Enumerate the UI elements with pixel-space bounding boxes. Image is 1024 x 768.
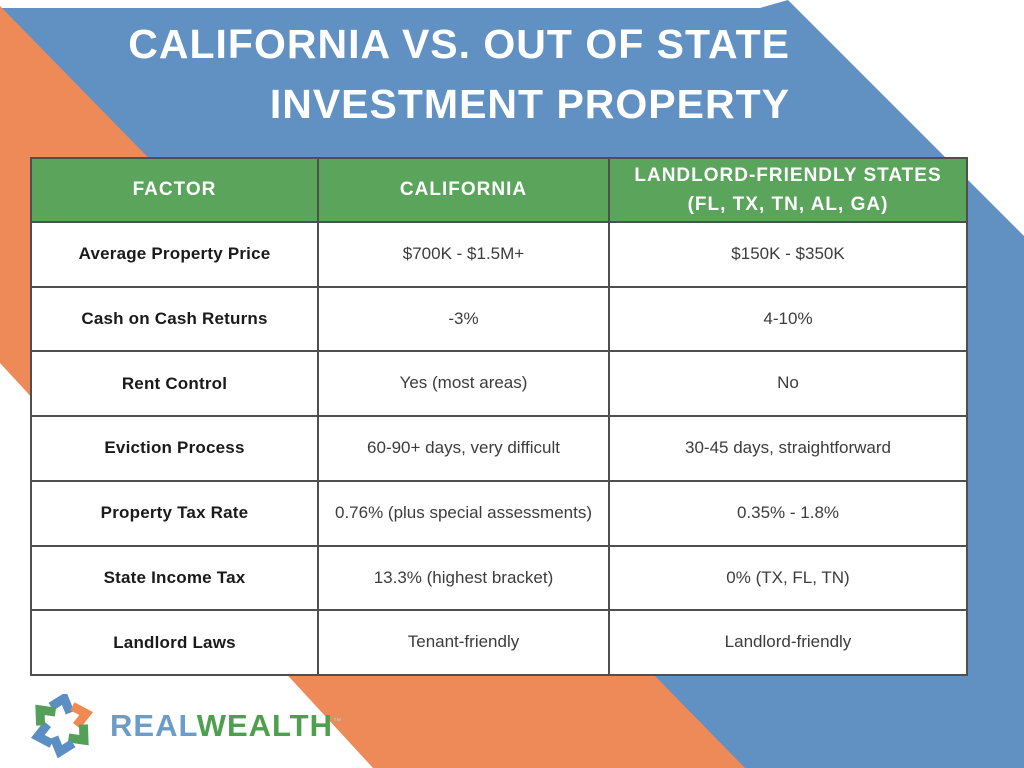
value-cell: Yes (most areas) (319, 352, 608, 416)
factor-cell: State Income Tax (32, 546, 317, 610)
value-cell: 4-10% (610, 287, 966, 351)
factor-cell: Rent Control (32, 352, 317, 416)
value-cell: $700K - $1.5M+ (319, 223, 608, 286)
chevron-shape (70, 702, 94, 729)
value-cell: Landlord-friendly (610, 611, 966, 674)
column-header-line-1: LANDLORD-FRIENDLY STATES (634, 164, 942, 186)
brand-wealth: WEALTH (196, 708, 333, 743)
value-cell: -3% (319, 287, 608, 351)
column-header-line-2: (FL, TX, TN, AL, GA) (687, 194, 889, 215)
value-cell: 0.35% - 1.8% (610, 481, 966, 545)
value-cell: 60-90+ days, very difficult (319, 417, 608, 480)
realwealth-logo: REALWEALTH™ (26, 690, 343, 762)
realwealth-pinwheel-icon (30, 694, 94, 758)
value-cell: 13.3% (highest bracket) (319, 546, 608, 610)
brand-real: REAL (110, 708, 197, 743)
comparison-table: FACTOR CALIFORNIA LANDLORD-FRIENDLY STAT… (30, 157, 968, 676)
column-header-factor: FACTOR (32, 159, 317, 221)
value-cell: 0% (TX, FL, TN) (610, 546, 966, 610)
value-cell: No (610, 352, 966, 416)
chevron-shape (48, 694, 75, 715)
title-line-1: CALIFORNIA VS. OUT OF STATE (128, 21, 790, 67)
value-cell: 0.76% (plus special assessments) (319, 481, 608, 545)
factor-cell: Property Tax Rate (32, 481, 317, 545)
factor-cell: Eviction Process (32, 417, 317, 480)
chevron-shape (30, 721, 54, 748)
page-title: CALIFORNIA VS. OUT OF STATE INVESTMENT P… (128, 14, 790, 134)
trademark-symbol: ™ (332, 716, 343, 727)
title-line-2: INVESTMENT PROPERTY (269, 81, 790, 127)
value-cell: Tenant-friendly (319, 611, 608, 674)
factor-cell: Average Property Price (32, 223, 317, 286)
chevron-shape (49, 735, 76, 758)
brand-name: REALWEALTH™ (110, 708, 343, 744)
value-cell: 30-45 days, straightforward (610, 417, 966, 480)
chevron-shape (35, 704, 57, 726)
factor-cell: Landlord Laws (32, 611, 317, 674)
chevron-shape (67, 724, 89, 746)
value-cell: $150K - $350K (610, 223, 966, 286)
column-header-california: CALIFORNIA (319, 159, 608, 221)
factor-cell: Cash on Cash Returns (32, 287, 317, 351)
column-header-landlord-friendly-states: LANDLORD-FRIENDLY STATES (FL, TX, TN, AL… (610, 159, 966, 221)
